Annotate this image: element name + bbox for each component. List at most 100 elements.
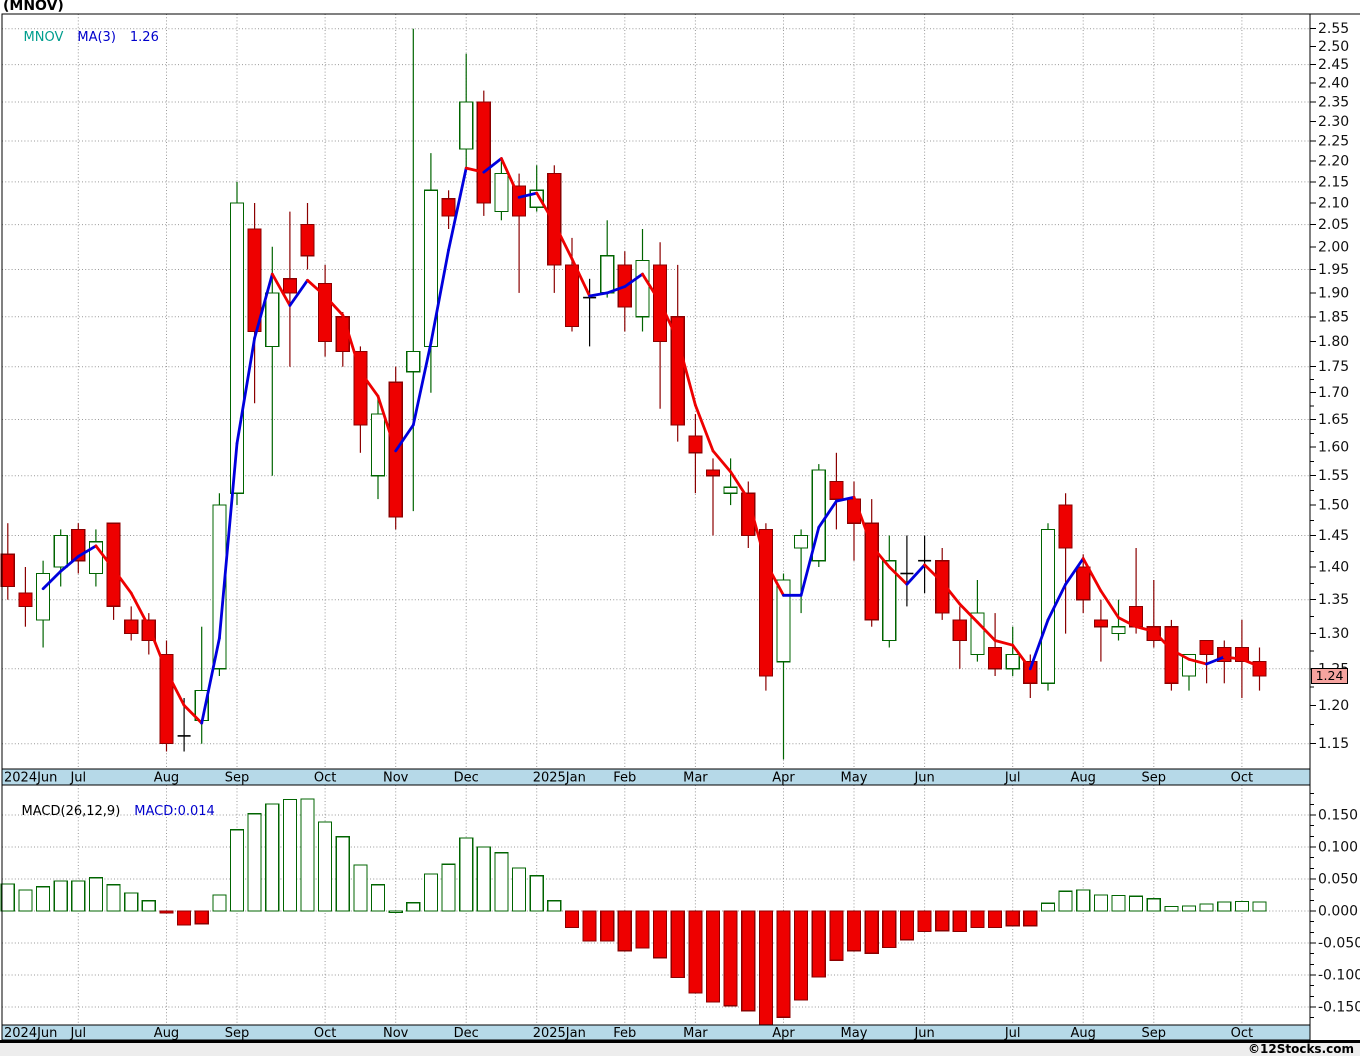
- month-label: Oct: [1231, 771, 1253, 786]
- macd-bar: [1164, 905, 1179, 912]
- candle-week-34: [600, 220, 615, 298]
- month-label: Oct: [314, 771, 336, 786]
- macd-bar: [1199, 903, 1214, 912]
- price-tick-label: 1.65: [1318, 412, 1349, 428]
- price-tick-label: 2.30: [1318, 114, 1349, 130]
- candle-week-29: [511, 173, 527, 293]
- macd-bar: [1252, 901, 1267, 912]
- month-label: 2024Jun: [4, 1026, 57, 1041]
- price-tick-label: 1.15: [1318, 736, 1349, 752]
- macd-bar: [406, 902, 421, 912]
- macd-bar: [282, 798, 297, 912]
- candle-week-18: [318, 264, 333, 357]
- gridlines: [2, 14, 1310, 1025]
- macd-tick-label: 0.050: [1318, 872, 1358, 888]
- price-tick-label: 2.55: [1318, 21, 1349, 37]
- macd-bar: [0, 883, 15, 912]
- candle-week-20: [353, 346, 368, 453]
- macd-bar: [1217, 901, 1232, 912]
- macd-tick-label: 0.150: [1318, 808, 1358, 824]
- month-label: Dec: [454, 771, 479, 786]
- month-label: Apr: [772, 771, 795, 786]
- month-label: Jun: [913, 1026, 934, 1041]
- candle-week-38: [670, 264, 685, 442]
- macd-axis: 0.150 0.100 0.050 0.000 -0.050 -0.100 -0.150: [1310, 793, 1360, 1019]
- month-label: Aug: [154, 1026, 179, 1041]
- macd-bar: [741, 910, 756, 1012]
- candle-week-21: [370, 398, 386, 500]
- macd-label: MACD(26,12,9): [21, 804, 121, 819]
- price-tick-label: 1.80: [1318, 334, 1349, 350]
- price-tick-label: 1.55: [1318, 468, 1349, 484]
- candle-week-53: [935, 548, 950, 620]
- candle-week-59: [1040, 523, 1056, 691]
- macd-bar: [935, 910, 950, 932]
- price-tick-label: 2.45: [1318, 57, 1349, 73]
- candle-week-57: [1005, 626, 1020, 676]
- month-axis-bands: [1, 768, 1311, 1041]
- candle-week-60: [1058, 493, 1073, 634]
- macd-bar: [1128, 895, 1144, 912]
- candle-week-56: [987, 613, 1003, 676]
- price-tick-label: 1.90: [1318, 285, 1349, 301]
- candle-week-5: [88, 529, 104, 587]
- candle-week-23: [406, 28, 421, 512]
- candle-week-26: [459, 53, 474, 170]
- macd-bar: [459, 837, 474, 912]
- candle-week-35: [617, 251, 632, 332]
- month-label: Jul: [69, 771, 86, 786]
- macd-bar: [758, 910, 774, 1026]
- price-tick-label: 2.50: [1318, 39, 1349, 55]
- footer-bar: ©12Stocks.com: [0, 1043, 1360, 1056]
- ma-label: MA(3): [77, 30, 116, 45]
- month-label: Aug: [1071, 771, 1096, 786]
- copyright-text: ©12Stocks.com: [1248, 1042, 1354, 1056]
- month-label: Oct: [1231, 1026, 1253, 1041]
- month-label: Feb: [613, 1026, 636, 1041]
- candle-week-61: [1076, 554, 1091, 614]
- macd-bar: [1058, 890, 1073, 912]
- candle-week-11: [194, 626, 209, 744]
- macd-bar: [53, 880, 68, 912]
- candle-week-47: [829, 452, 844, 530]
- macd-tick-label: 0.100: [1318, 840, 1358, 856]
- month-labels: 2024Jun Jul Aug Sep Oct Nov Dec 2025Jan Feb Mar Ap…: [4, 771, 1253, 1042]
- month-label: Jun: [913, 771, 934, 786]
- price-tick-label: 1.75: [1318, 359, 1349, 375]
- candle-week-41: [723, 458, 738, 506]
- macd-bar: [212, 894, 227, 912]
- candle-week-25: [441, 190, 456, 229]
- page-title: (MNOV): [3, 0, 64, 14]
- candle-week-36: [635, 229, 650, 332]
- macd-bar: [106, 884, 121, 912]
- macd-bar: [564, 910, 580, 929]
- macd-bar: [917, 910, 932, 933]
- macd-bar: [194, 910, 209, 925]
- month-label: Nov: [383, 771, 409, 786]
- candle-week-39: [688, 414, 703, 494]
- macd-histogram: [0, 798, 1267, 1026]
- candle-week-51: [900, 535, 914, 607]
- macd-bar: [582, 910, 597, 942]
- macd-bar: [141, 900, 156, 912]
- macd-bar: [846, 910, 862, 952]
- macd-bar: [705, 910, 721, 1003]
- macd-bar: [1076, 889, 1091, 912]
- macd-bar: [476, 846, 491, 912]
- candle-week-31: [547, 165, 562, 293]
- month-label: Sep: [225, 1026, 250, 1041]
- macd-bar: [829, 910, 844, 961]
- macd-bar: [177, 910, 192, 926]
- candle-week-16: [282, 211, 297, 367]
- month-label: May: [841, 1026, 868, 1041]
- month-label: Mar: [683, 1026, 708, 1041]
- month-label: Jul: [1004, 1026, 1021, 1041]
- candle-week-37: [652, 242, 668, 409]
- candle-week-15: [265, 246, 280, 476]
- macd-bar: [124, 892, 139, 912]
- candle-week-0: [0, 523, 15, 600]
- candle-week-44: [776, 573, 791, 760]
- month-label: Feb: [613, 771, 636, 786]
- macd-bar: [1146, 898, 1161, 912]
